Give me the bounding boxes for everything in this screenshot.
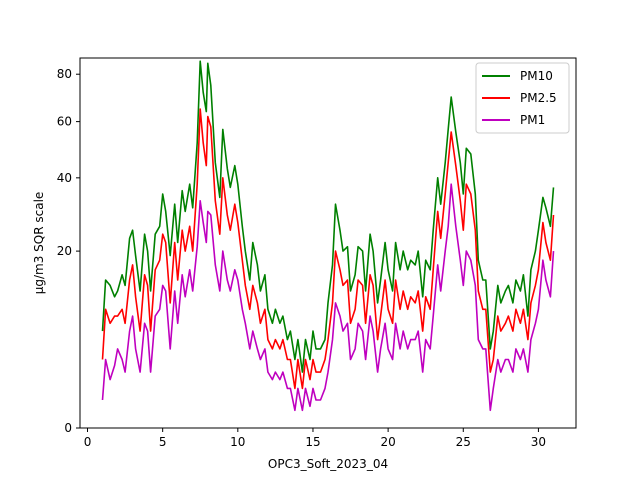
- x-tick-label: 10: [230, 435, 245, 449]
- x-tick-label: 25: [456, 435, 471, 449]
- x-tick-label: 0: [84, 435, 92, 449]
- y-axis-label: µg/m3 SQR scale: [32, 192, 46, 295]
- legend-label: PM1: [520, 113, 545, 127]
- series-line-pm1: [101, 183, 555, 412]
- x-axis-label: OPC3_Soft_2023_04: [268, 457, 388, 471]
- y-tick-label: 0: [64, 421, 72, 435]
- x-axis: 0 5 10 15 20 25 30: [84, 428, 546, 449]
- y-tick-label: 20: [57, 244, 72, 258]
- series-layer: [101, 60, 555, 412]
- y-tick-label: 60: [57, 115, 72, 129]
- legend-label: PM10: [520, 69, 553, 83]
- x-tick-label: 30: [531, 435, 546, 449]
- y-axis: 0 20 40 60 80: [57, 67, 80, 435]
- x-tick-label: 20: [380, 435, 395, 449]
- series-line-pm25: [101, 108, 555, 390]
- series-line-pm10: [101, 60, 555, 373]
- x-tick-label: 5: [159, 435, 167, 449]
- plot-frame: [79, 57, 577, 429]
- legend-frame: [475, 62, 570, 134]
- legend: PM10 PM2.5 PM1: [475, 62, 570, 134]
- y-tick-label: 40: [57, 171, 72, 185]
- x-tick-label: 15: [305, 435, 320, 449]
- legend-label: PM2.5: [520, 91, 557, 105]
- y-tick-label: 80: [57, 67, 72, 81]
